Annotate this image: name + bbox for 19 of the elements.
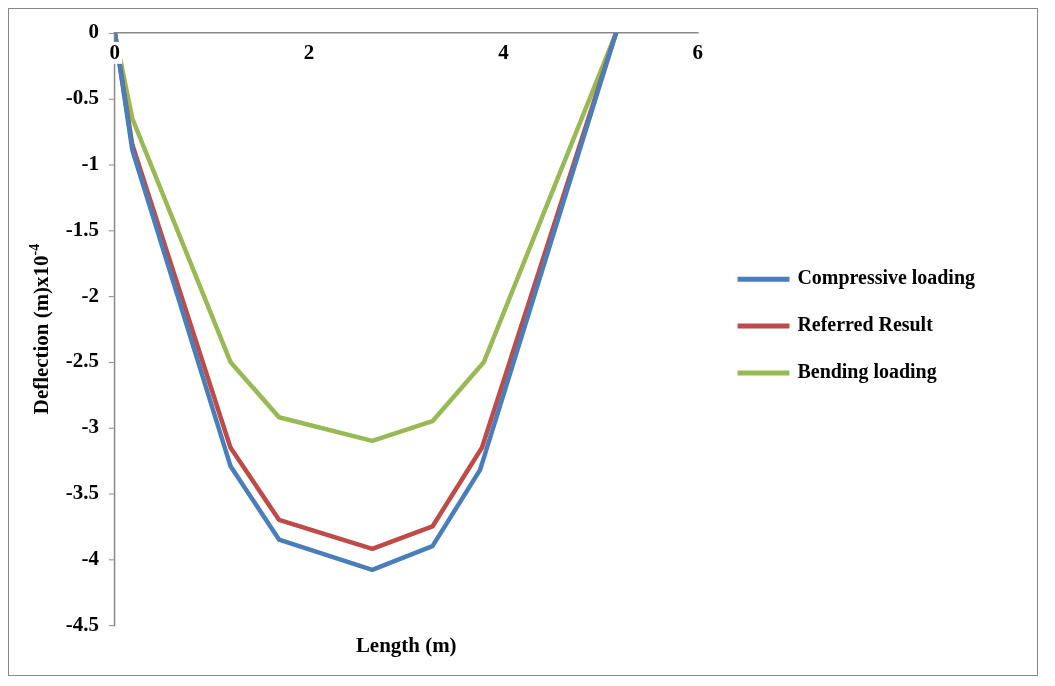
y-tick-label: -2.5	[65, 348, 99, 373]
legend-label: Compressive loading	[797, 266, 976, 290]
y-tick-label: -0.5	[65, 85, 99, 110]
x-tick-label: 0	[109, 39, 121, 64]
y-tick-label: -4.5	[65, 611, 99, 636]
legend-label: Referred Result	[797, 313, 934, 336]
y-axis-title: Deflection (m)x10-4	[27, 243, 54, 415]
y-tick-label: -3.5	[65, 479, 99, 504]
y-tick-label: -1.5	[65, 216, 99, 241]
y-tick-label: 0	[88, 19, 99, 44]
x-tick-label: 2	[303, 39, 315, 64]
legend-label: Bending loading	[797, 360, 937, 384]
x-tick-label: 6	[692, 39, 703, 64]
y-tick-label: -1	[81, 150, 99, 175]
y-tick-label: -2	[81, 282, 99, 307]
x-axis-title: Length (m)	[355, 633, 457, 658]
y-tick-label: -3	[81, 414, 99, 439]
x-tick-label: 4	[498, 39, 510, 64]
y-tick-label: -4	[81, 545, 100, 570]
